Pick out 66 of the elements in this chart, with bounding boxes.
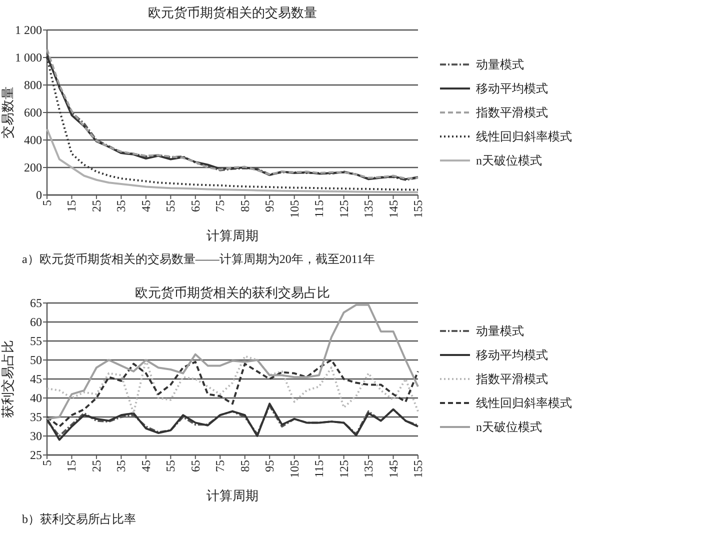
- chart-title: 欧元货币期货相关的交易数量: [148, 5, 317, 20]
- y-axis-title: 获利交易占比: [0, 340, 15, 418]
- legend-label: 移动平均模式: [476, 82, 548, 96]
- y-tick-label: 40: [30, 391, 42, 405]
- y-tick-label: 55: [30, 334, 42, 348]
- x-tick-label: 85: [238, 460, 252, 472]
- x-tick-label: 5: [40, 200, 54, 206]
- legend-label: 移动平均模式: [476, 348, 548, 362]
- x-tick-label: 115: [312, 200, 326, 218]
- x-tick-label: 105: [287, 460, 302, 478]
- x-axis-title: 计算周期: [206, 488, 258, 503]
- x-tick-label: 125: [336, 460, 351, 478]
- x-tick-label: 155: [411, 460, 425, 478]
- x-tick-label: 115: [312, 460, 326, 478]
- y-tick-label: 65: [30, 296, 42, 310]
- y-tick-label: 0: [36, 188, 42, 202]
- x-tick-label: 65: [188, 460, 202, 472]
- text: a）欧元货币期货相关的交易数量——计算周期为20年，截至2011年: [22, 252, 375, 266]
- y-tick-label: 30: [30, 429, 42, 443]
- legend-label: 指数平滑模式: [475, 372, 548, 386]
- y-tick-label: 45: [30, 372, 42, 386]
- y-tick-label: 35: [30, 410, 42, 424]
- x-tick-label: 35: [114, 460, 128, 472]
- y-tick-label: 25: [30, 448, 42, 462]
- x-tick-label: 55: [164, 460, 178, 472]
- x-tick-label: 125: [336, 200, 351, 218]
- y-tick-label: 1 000: [15, 50, 42, 64]
- x-tick-label: 15: [64, 200, 79, 212]
- y-tick-label: 400: [24, 133, 42, 147]
- x-tick-label: 65: [188, 200, 202, 212]
- legend-label: 线性回归斜率模式: [476, 130, 572, 144]
- legend-label: 动量模式: [476, 324, 524, 338]
- y-tick-label: 200: [24, 160, 42, 174]
- x-tick-label: 155: [411, 200, 425, 218]
- x-tick-label: 135: [362, 460, 376, 478]
- legend-label: 动量模式: [476, 58, 524, 72]
- y-tick-label: 60: [30, 315, 42, 329]
- x-tick-label: 25: [89, 460, 104, 472]
- x-tick-label: 135: [362, 200, 376, 218]
- y-tick-label: 50: [30, 353, 42, 367]
- x-tick-label: 35: [114, 200, 128, 212]
- y-tick-label: 600: [24, 106, 42, 120]
- x-tick-label: 145: [386, 200, 400, 218]
- x-tick-label: 5: [40, 460, 54, 466]
- text: b）获利交易所占比率: [22, 512, 136, 526]
- x-tick-label: 45: [138, 460, 153, 472]
- x-axis-title: 计算周期: [206, 228, 258, 243]
- x-tick-label: 15: [64, 460, 79, 472]
- x-tick-label: 85: [238, 200, 252, 212]
- x-tick-label: 105: [287, 200, 302, 218]
- legend-label: 指数平滑模式: [475, 106, 548, 120]
- x-tick-label: 95: [262, 200, 277, 212]
- x-tick-label: 145: [386, 460, 400, 478]
- x-tick-label: 75: [213, 200, 228, 212]
- x-tick-label: 45: [138, 200, 153, 212]
- legend-label: 线性回归斜率模式: [476, 396, 572, 410]
- y-axis-title: 交易数量: [0, 86, 15, 138]
- legend-label: n天破位模式: [476, 154, 542, 168]
- chart-title: 欧元货币期货相关的获利交易占比: [135, 285, 330, 300]
- y-tick-label: 800: [24, 78, 42, 92]
- legend-label: n天破位模式: [476, 420, 542, 434]
- x-tick-label: 25: [89, 200, 104, 212]
- x-tick-label: 55: [164, 200, 178, 212]
- x-tick-label: 95: [262, 460, 277, 472]
- y-tick-label: 1 200: [15, 23, 42, 37]
- x-tick-label: 75: [213, 460, 228, 472]
